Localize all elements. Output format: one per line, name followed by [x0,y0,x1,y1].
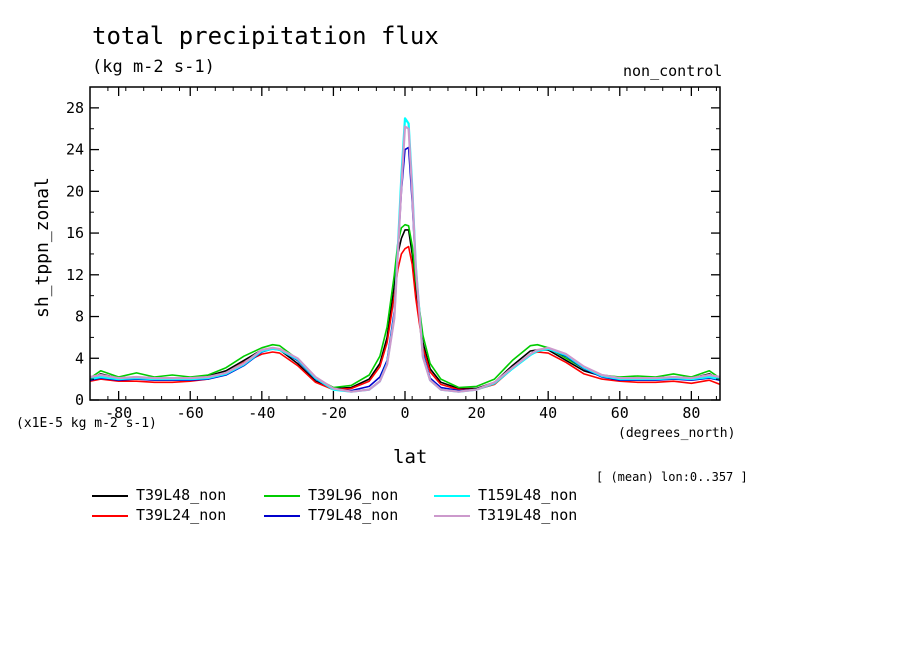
x-tick-label: -40 [248,404,275,422]
y-tick-label: 24 [66,141,84,159]
y-tick-label: 0 [75,391,84,409]
series-line-T159L48_non [89,117,721,393]
x-tick-label: -60 [177,404,204,422]
x-tick-label: 80 [682,404,700,422]
chart-title: total precipitation flux [92,22,439,50]
series-line-T319L48_non [89,125,721,393]
x-axis-units: (degrees_north) [618,426,736,441]
axes-layer: -80 -60 -40 -20 0 20 40 60 80 0 4 8 12 16 20 24 28 [66,86,721,422]
series-line-T79L48_non [89,146,721,392]
x-tick-label: -20 [320,404,347,422]
series-line-T39L48_non [89,229,721,390]
y-tick-label: 16 [66,224,84,242]
x-tick-label: 40 [539,404,557,422]
experiment-label: non_control [623,62,723,80]
series-line-T39L24_non [89,245,721,391]
y-scale-note: (x1E-5 kg m-2 s-1) [16,416,157,431]
footnote: [ (mean) lon:0..357 ] [596,470,748,484]
y-tick-label: 8 [75,308,84,326]
x-axis-label: lat [393,446,428,468]
chart-units: (kg m-2 s-1) [92,57,215,77]
x-tick-label: -80 [105,404,132,422]
y-tick-label: 4 [75,349,84,367]
y-tick-label: 12 [66,266,84,284]
y-tick-label: 20 [66,182,84,200]
series-layer [89,117,721,393]
x-tick-label: 60 [611,404,629,422]
x-tick-label: 0 [400,404,409,422]
y-tick-label: 28 [66,99,84,117]
x-tick-label: 20 [468,404,486,422]
